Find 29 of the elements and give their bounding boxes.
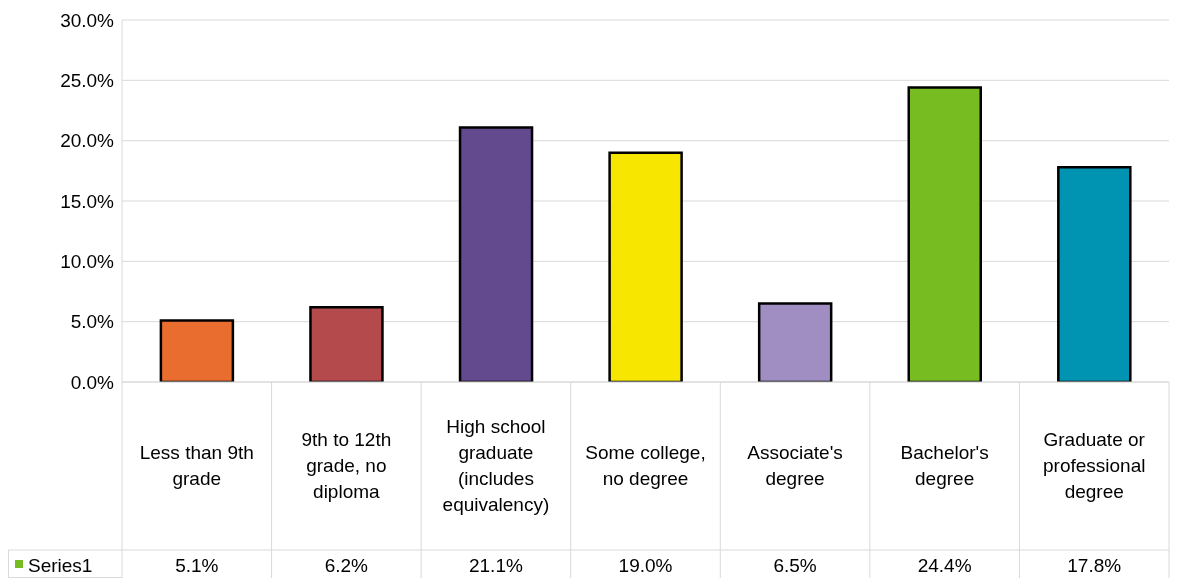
x-tick-label: 9th to 12th grade, no diploma <box>301 429 392 502</box>
y-tick-label: 10.0% <box>60 251 115 273</box>
y-tick-label: 5.0% <box>70 311 115 333</box>
x-tick-label: Bachelor's degree <box>900 442 989 489</box>
x-tick-label: High school graduate (includes equivalency) <box>442 416 550 515</box>
data-label: 6.5% <box>773 555 817 576</box>
data-label: 5.1% <box>175 555 219 576</box>
bar <box>309 305 384 382</box>
bar <box>159 319 235 382</box>
y-tick-label: 15.0% <box>60 190 115 212</box>
y-tick-label: 25.0% <box>60 70 115 92</box>
bar <box>1057 165 1132 382</box>
y-tick-label: 0.0% <box>70 371 115 393</box>
bar <box>608 151 683 382</box>
data-label: 21.1% <box>468 555 523 576</box>
x-tick-label: Associate's degree <box>747 442 843 489</box>
x-tick-label: Some college, no degree <box>585 442 706 489</box>
bar <box>757 302 833 382</box>
y-tick-label: 30.0% <box>60 9 115 31</box>
data-label: 6.2% <box>324 555 369 576</box>
bar <box>458 126 534 382</box>
data-label: 19.0% <box>618 555 673 576</box>
y-tick-label: 20.0% <box>60 130 115 152</box>
x-tick-label: Graduate or professional degree <box>1042 429 1146 502</box>
x-tick-label: Less than 9th grade <box>139 442 254 489</box>
bar <box>907 86 982 382</box>
legend-label: Series1 <box>28 555 93 576</box>
data-label: 24.4% <box>917 555 972 576</box>
data-label: 17.8% <box>1067 555 1122 576</box>
